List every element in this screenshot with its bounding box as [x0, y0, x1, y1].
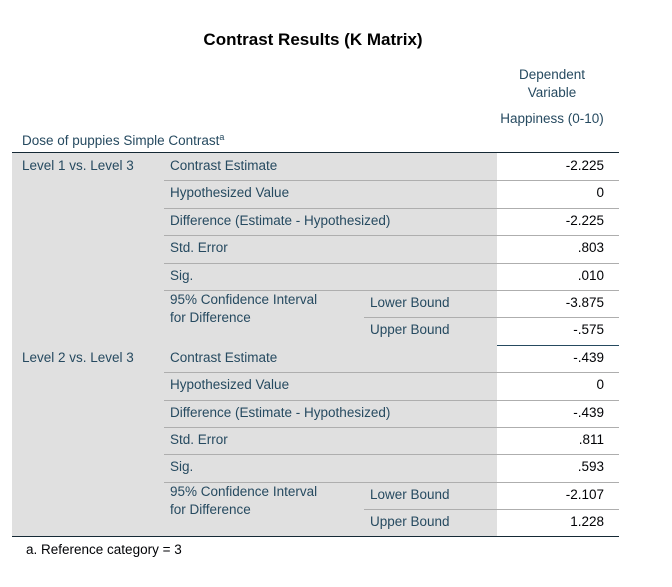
- ci-separator: [364, 509, 619, 511]
- statistic-value: 0: [596, 185, 604, 201]
- ci-upper-bound-value: 1.228: [570, 514, 604, 530]
- row-separator: [164, 290, 619, 291]
- footnote: a. Reference category = 3: [26, 542, 182, 557]
- statistic-value: -.439: [573, 404, 604, 420]
- ci-upper-bound-label: Upper Bound: [370, 514, 450, 530]
- row-dimension-header: Dose of puppies Simple Contrasta: [22, 132, 224, 148]
- variable-name-header: Happiness (0-10): [500, 111, 604, 126]
- statistic-label: Sig.: [170, 459, 194, 475]
- statistic-label: Difference (Estimate - Hypothesized): [170, 212, 391, 228]
- statistic-value: .593: [577, 459, 604, 475]
- statistic-label: Hypothesized Value: [170, 377, 290, 393]
- table-bottom-border: [12, 536, 619, 537]
- statistic-label: Hypothesized Value: [170, 185, 290, 201]
- ci-lower-bound-label: Lower Bound: [370, 486, 450, 502]
- ci-label-line2: for Difference: [170, 310, 251, 325]
- statistic-value: .803: [577, 240, 604, 256]
- header-bottom-border: [12, 152, 619, 153]
- row-separator: [164, 399, 619, 401]
- statistic-value: 0: [596, 377, 604, 393]
- statistic-label: Sig.: [170, 267, 194, 283]
- ci-label-line2: for Difference: [170, 501, 251, 517]
- statistic-value: -2.225: [565, 158, 604, 173]
- row-separator: [164, 235, 619, 237]
- ci-upper-bound-label: Upper Bound: [370, 322, 450, 338]
- statistic-value: .811: [578, 432, 604, 447]
- footnote-marker: a: [219, 132, 225, 142]
- statistic-value: .010: [577, 267, 604, 283]
- statistic-value: -.439: [573, 349, 604, 365]
- ci-upper-bound-value: -.575: [573, 322, 604, 338]
- row-separator: [164, 180, 619, 182]
- ci-lower-bound-value: -2.107: [565, 486, 604, 502]
- group-label-background: [12, 153, 497, 345]
- statistic-label: Contrast Estimate: [170, 349, 278, 365]
- ci-label-line1: 95% Confidence Interval: [170, 483, 318, 499]
- row-separator: [164, 372, 619, 374]
- ci-lower-bound-value: -3.875: [565, 295, 604, 310]
- group-label-background: [12, 344, 497, 537]
- dependent-variable-header: Dependent Variable: [518, 67, 586, 100]
- table-title: Contrast Results (K Matrix): [203, 30, 423, 49]
- statistic-label: Difference (Estimate - Hypothesized): [170, 404, 391, 420]
- statistic-value: -2.225: [565, 212, 604, 228]
- ci-label-line1: 95% Confidence Interval: [170, 292, 318, 307]
- statistic-label: Std. Error: [170, 240, 228, 256]
- row-dimension-label: Dose of puppies Simple Contrast: [22, 133, 220, 148]
- group-label: Level 1 vs. Level 3: [22, 158, 134, 173]
- group-label: Level 2 vs. Level 3: [22, 349, 134, 365]
- row-separator: [164, 207, 619, 209]
- row-separator: [164, 427, 619, 428]
- row-separator: [164, 262, 619, 264]
- statistic-label: Contrast Estimate: [170, 158, 278, 173]
- statistic-label: Std. Error: [170, 432, 228, 447]
- ci-separator: [364, 317, 619, 319]
- row-separator: [164, 481, 619, 483]
- ci-lower-bound-label: Lower Bound: [370, 295, 450, 310]
- row-separator: [164, 454, 619, 456]
